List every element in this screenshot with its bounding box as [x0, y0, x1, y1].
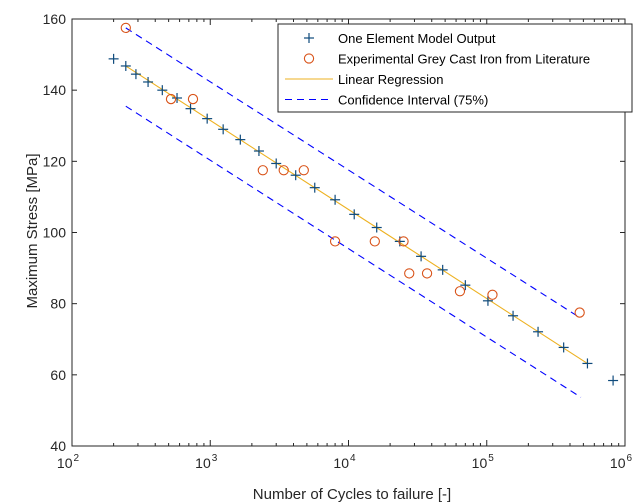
x-tick-label: 102 — [57, 453, 80, 471]
model-output-point — [120, 60, 131, 71]
experimental-point — [369, 236, 380, 247]
experimental-point — [120, 22, 131, 34]
model-output-point — [172, 92, 183, 103]
x-tick-label: 105 — [472, 453, 495, 471]
model-output-point — [157, 85, 168, 96]
model-output-point — [218, 124, 229, 135]
x-tick-exponent: 6 — [627, 453, 633, 464]
model-output-point — [508, 310, 519, 321]
model-output-point — [437, 264, 448, 275]
model-output-point — [330, 194, 341, 205]
y-tick-label: 140 — [43, 82, 67, 98]
confidence-upper-line — [125, 27, 582, 319]
model-output-point — [582, 358, 593, 369]
model-output-point — [533, 326, 544, 337]
model-output-point — [416, 251, 427, 262]
experimental-point — [298, 165, 309, 176]
x-tick-exponent: 3 — [212, 453, 218, 464]
y-tick-label: 160 — [43, 11, 67, 27]
x-tick-base: 10 — [472, 455, 488, 471]
experimental-point — [454, 286, 466, 297]
x-tick-label: 104 — [333, 453, 356, 471]
plot-area — [108, 22, 619, 398]
model-output-point — [235, 134, 246, 145]
y-tick-label: 120 — [43, 153, 67, 169]
x-axis-title: Number of Cycles to failure [-] — [253, 486, 451, 503]
experimental-point — [487, 289, 498, 300]
model-output-point — [309, 182, 320, 193]
x-tick-label: 103 — [195, 453, 218, 471]
experimental-point — [278, 165, 289, 176]
model-output-point — [271, 158, 282, 169]
x-tick-exponent: 4 — [350, 453, 356, 464]
model-output-point — [482, 295, 493, 306]
model-output-point — [558, 342, 569, 353]
experimental-point — [404, 268, 415, 279]
legend-circle-icon — [303, 53, 315, 64]
experimental-point — [329, 236, 341, 247]
model-output-point — [371, 222, 382, 233]
model-output-point — [202, 113, 213, 124]
legend-label: One Element Model Output — [338, 31, 496, 46]
y-tick-label: 80 — [50, 296, 66, 312]
experimental-point — [398, 236, 409, 247]
model-output-point — [130, 69, 141, 80]
experimental-point — [421, 268, 433, 279]
model-output-point — [143, 76, 154, 87]
experimental-point — [574, 307, 585, 318]
legend-box — [277, 23, 633, 113]
legend-plus-icon — [304, 33, 314, 43]
model-output-point — [608, 375, 619, 386]
experimental-point — [165, 93, 177, 105]
experimental-point — [187, 93, 199, 105]
y-tick-label: 60 — [50, 367, 66, 383]
model-output-point — [349, 209, 360, 220]
x-tick-base: 10 — [195, 455, 211, 471]
legend-label: Experimental Grey Cast Iron from Literat… — [338, 52, 590, 67]
x-tick-base: 10 — [333, 455, 349, 471]
x-tick-exponent: 2 — [74, 453, 80, 464]
x-tick-base: 10 — [610, 455, 626, 471]
y-tick-label: 40 — [50, 438, 66, 454]
model-output-point — [185, 103, 196, 114]
x-tick-label: 106 — [610, 453, 633, 471]
model-output-point — [108, 53, 119, 64]
legend: One Element Model Output Experimental Gre… — [277, 23, 633, 113]
x-tick-exponent: 5 — [488, 453, 494, 464]
legend-label: Confidence Interval (75%) — [338, 93, 488, 108]
model-output-point — [290, 170, 301, 181]
y-tick-label: 100 — [43, 225, 67, 241]
x-tick-base: 10 — [57, 455, 73, 471]
confidence-lower-line — [125, 105, 582, 398]
legend-label: Linear Regression — [338, 72, 444, 87]
model-output-point — [460, 280, 471, 291]
model-output-point — [253, 146, 264, 157]
y-axis-title: Maximum Stress [MPa] — [24, 153, 41, 308]
experimental-point — [257, 165, 268, 176]
